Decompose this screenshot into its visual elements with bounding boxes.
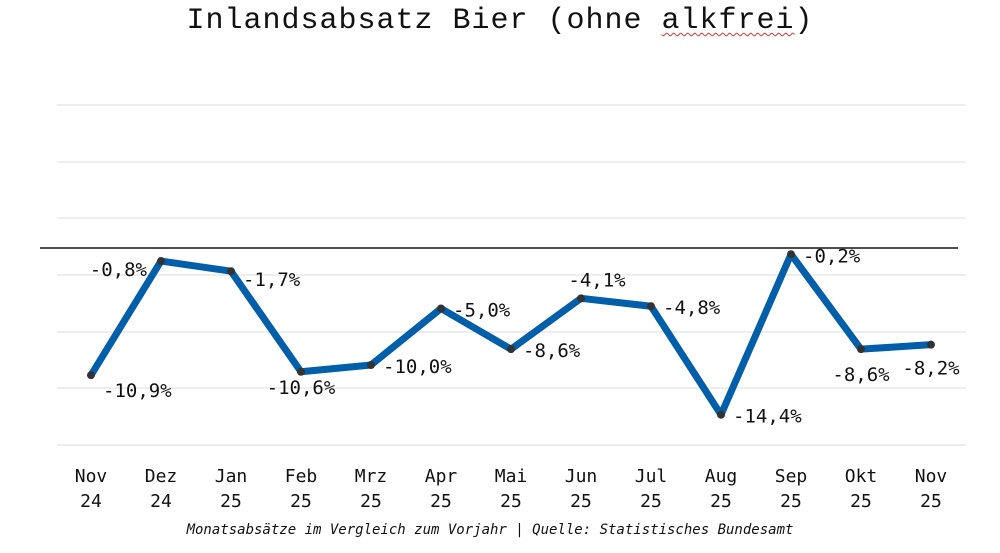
x-tick-label: 25 [430, 491, 452, 512]
x-tick-label: Mrz [355, 466, 388, 487]
data-point [87, 371, 95, 380]
x-tick-label: Apr [425, 466, 458, 487]
x-tick-label: 25 [220, 491, 242, 512]
x-tick-label: 25 [920, 491, 942, 512]
x-tick-label: Sep [775, 466, 808, 487]
data-point [367, 361, 375, 369]
data-label: -10,0% [383, 356, 452, 378]
chart-footer: Monatsabsätze im Vergleich zum Vorjahr |… [186, 522, 794, 538]
data-label: -8,2% [902, 358, 960, 380]
x-tick-label: Feb [285, 466, 318, 487]
x-tick-label: 25 [570, 491, 592, 512]
x-tick-label: Jun [565, 466, 598, 487]
data-label: -0,2% [803, 245, 861, 267]
data-label: -0,8% [90, 259, 148, 281]
data-label: -10,6% [267, 377, 336, 399]
x-tick-label: 25 [290, 491, 312, 512]
data-point [717, 410, 725, 419]
x-tick-label: 25 [780, 491, 802, 512]
x-tick-label: Aug [705, 466, 738, 487]
x-tick-label: 25 [640, 491, 662, 512]
x-tick-label: 25 [500, 491, 522, 512]
data-point [507, 345, 515, 354]
data-label: -5,0% [453, 300, 511, 322]
x-tick-label: 24 [80, 491, 102, 512]
x-tick-label: Jul [635, 466, 668, 487]
data-point [297, 367, 305, 376]
data-point [647, 302, 655, 311]
data-label: -4,1% [568, 269, 626, 291]
data-label: -8,6% [832, 364, 890, 386]
x-tick-label: 25 [710, 491, 732, 512]
x-tick-label: 25 [850, 491, 872, 512]
data-point [437, 304, 445, 313]
x-tick-label: Okt [845, 466, 878, 487]
series-line [87, 250, 935, 419]
x-tick-label: Jan [215, 466, 248, 487]
data-point [787, 250, 795, 259]
data-point [227, 267, 235, 276]
data-label: -8,6% [523, 340, 581, 362]
chart-title: Inlandsabsatz Bier (ohne alkfrei) [0, 4, 1000, 38]
x-tick-label: 24 [150, 491, 172, 512]
data-point [927, 340, 935, 349]
title-end: ) [794, 4, 814, 38]
x-tick-label: Mai [495, 466, 528, 487]
x-tick-label: Nov [75, 466, 108, 487]
data-point [857, 345, 865, 354]
data-label: -14,4% [733, 406, 802, 428]
data-label: -4,8% [663, 297, 721, 319]
data-point [157, 257, 165, 266]
x-tick-label: Nov [915, 466, 948, 487]
data-label: -10,9% [103, 380, 172, 402]
x-tick-label: 25 [360, 491, 382, 512]
data-label: -1,7% [243, 269, 301, 291]
title-text: Inlandsabsatz Bier (ohne [186, 4, 662, 38]
x-tick-label: Dez [145, 466, 178, 487]
data-point [577, 294, 585, 303]
title-spellcheck-word: alkfrei [661, 4, 795, 38]
